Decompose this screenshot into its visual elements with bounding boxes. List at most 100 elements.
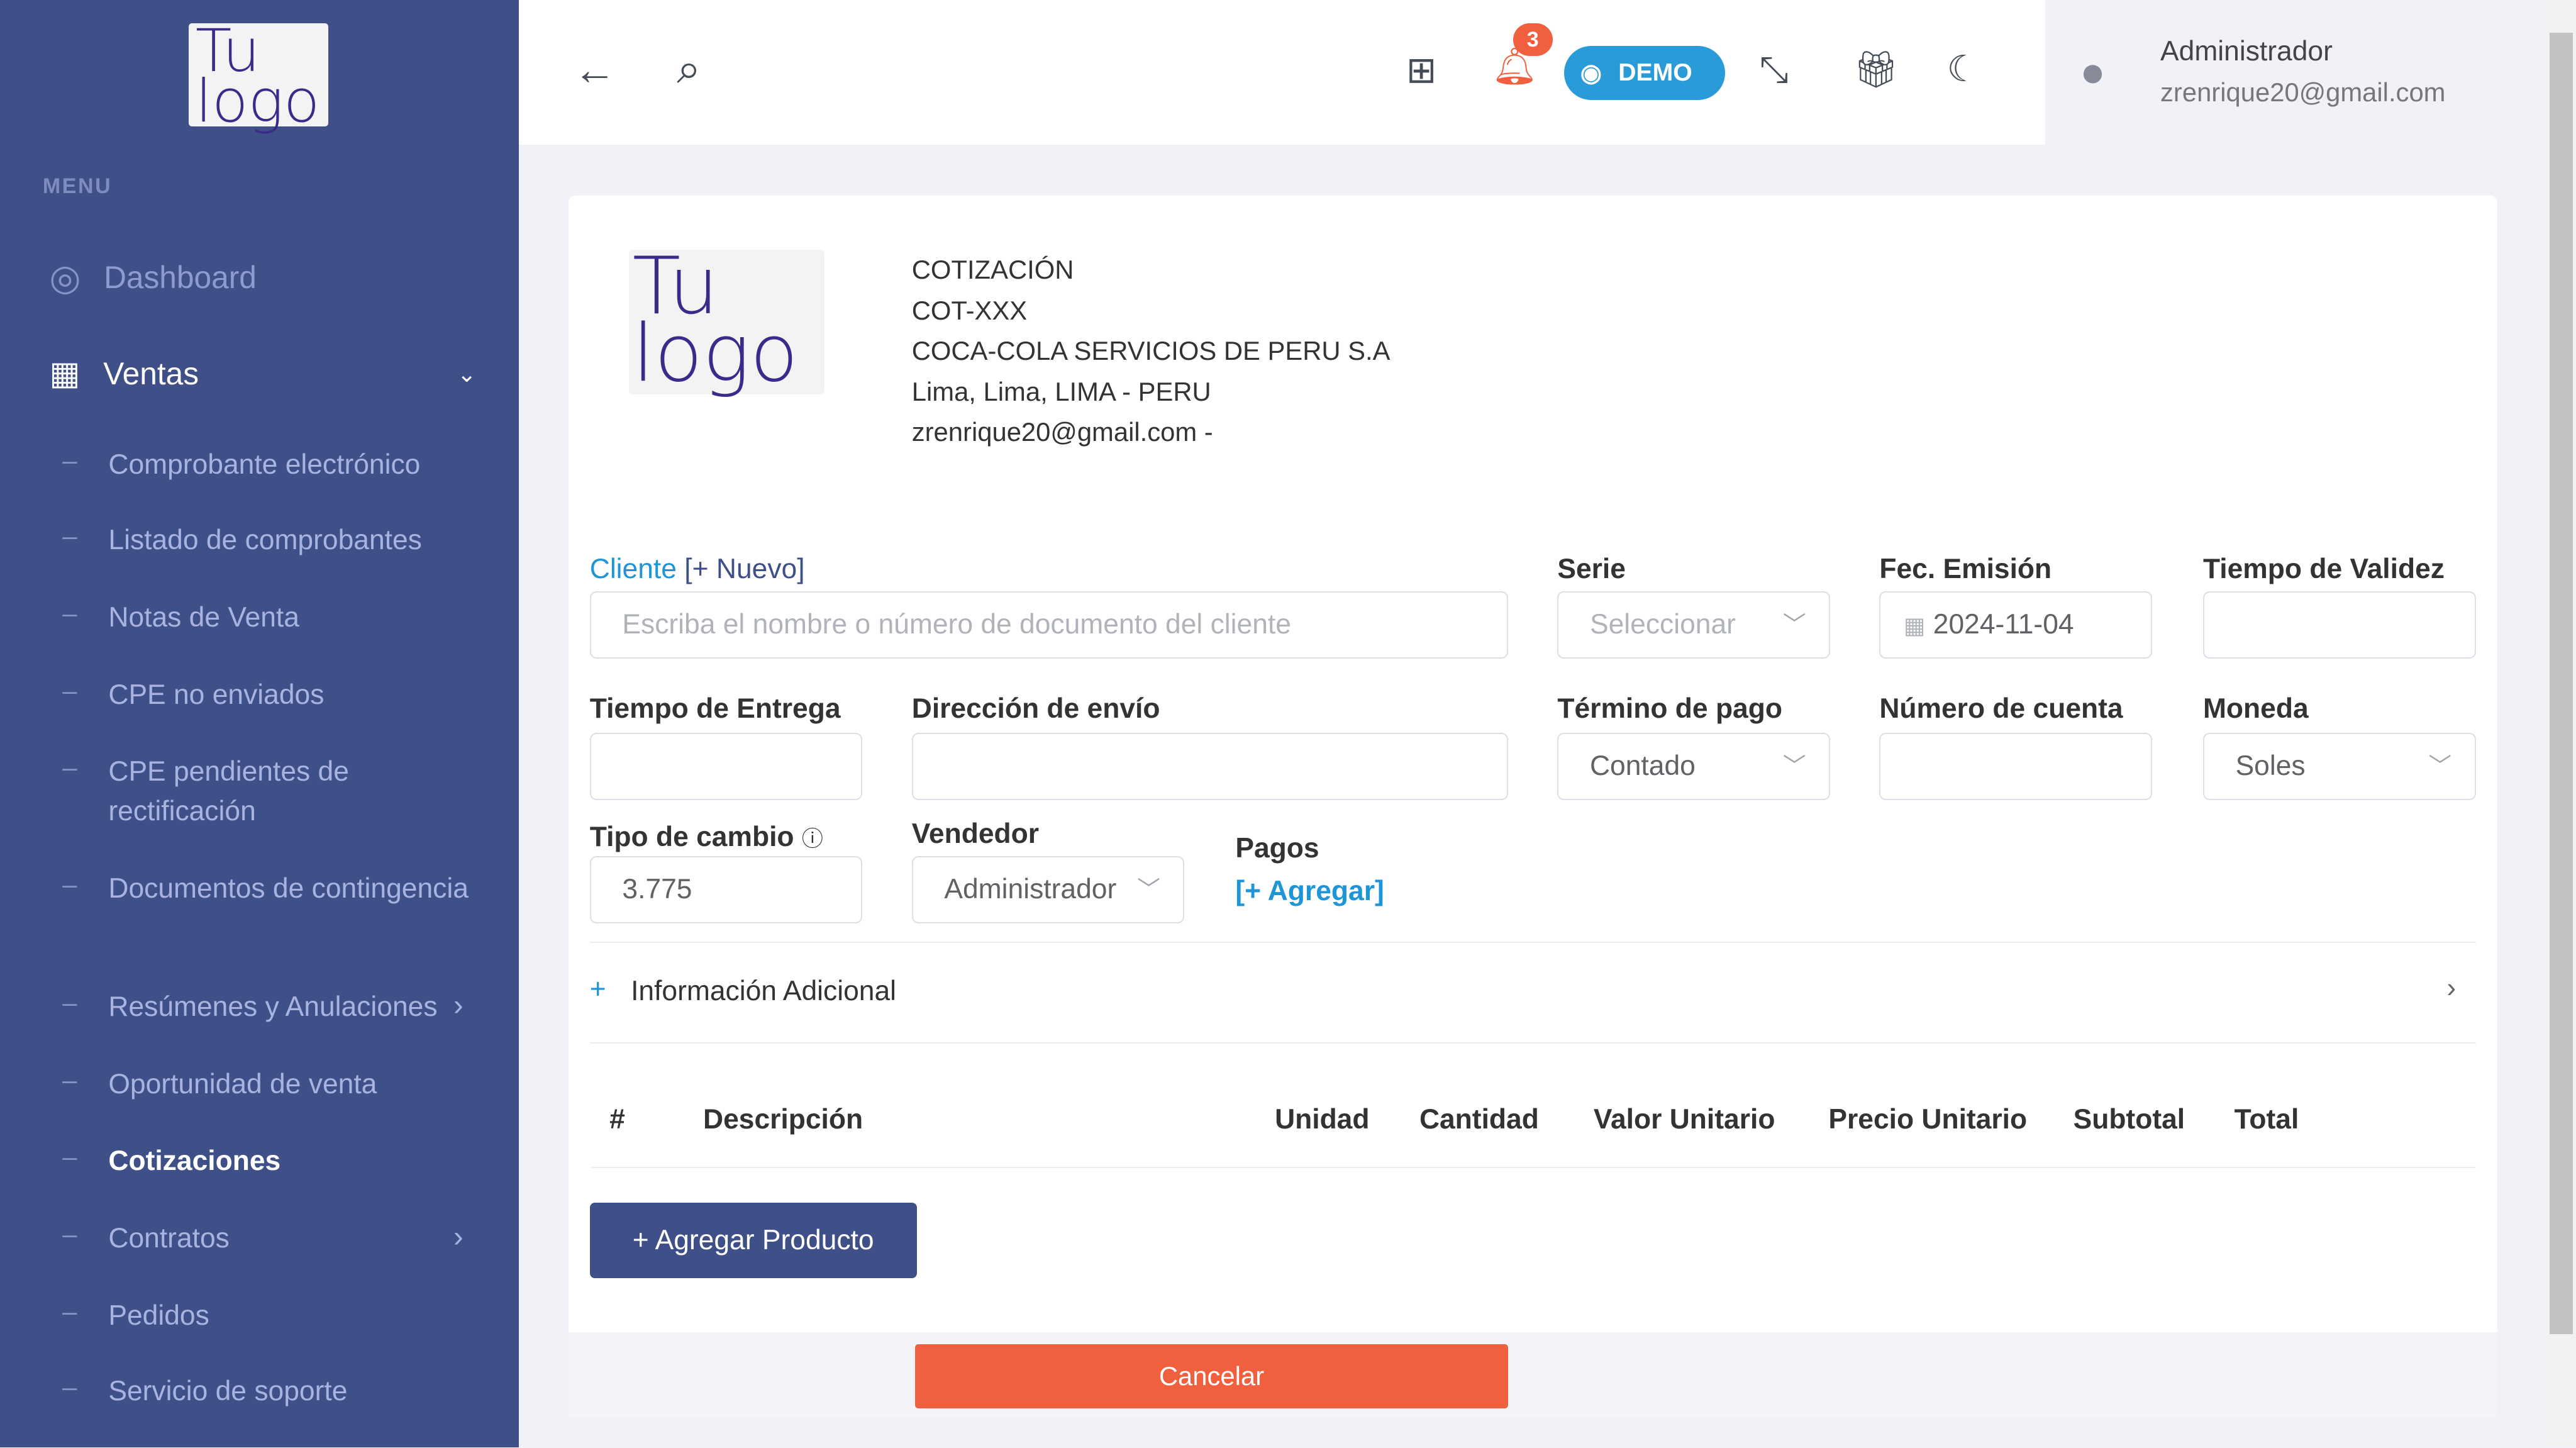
sidebar: Tu logo MENU ◎ Dashboard ▦ Ventas ⌄ – Com… [0,0,519,1448]
table-header-cell: Subtotal [2073,1104,2185,1135]
demo-label: DEMO [1618,59,1692,87]
direccion-label: Dirección de envío [911,693,1160,725]
chevron-down-icon: ⌄ [457,360,477,387]
new-client-link[interactable]: [+ Nuevo] [684,554,805,585]
dashboard-icon: ◎ [49,257,81,298]
tipo-cambio-input[interactable]: 3.775 [589,855,863,924]
dash-bullet: – [62,1142,77,1172]
direccion-input[interactable] [911,733,1508,801]
sidebar-subitem-label: Documentos de contingencia [108,872,469,904]
entrega-label: Tiempo de Entrega [589,693,841,725]
sidebar-item-dashboard[interactable]: ◎ Dashboard [49,257,256,299]
sidebar-subitem-label: Comprobante electrónico [108,448,421,480]
table-header-cell: # [609,1104,625,1135]
info-adicional-collapse[interactable]: + Información Adicional › [589,941,2476,1044]
company-address: Lima, Lima, LIMA - PERU [911,376,1211,406]
ventas-icon: ▦ [49,355,80,393]
chevron-right-icon: › [453,988,464,1022]
cliente-label: Cliente [+ Nuevo] [590,554,805,585]
scrollbar-thumb[interactable] [2550,33,2573,1335]
chevron-right-icon: › [453,1220,464,1254]
add-payment-link[interactable]: [+ Agregar] [1235,876,1384,907]
table-header-cell: Total [2234,1104,2299,1135]
dash-bullet: – [62,521,77,551]
company-email: zrenrique20@gmail.com - [911,417,1213,447]
termino-label: Término de pago [1557,693,1782,725]
company-name: COCA-COLA SERVICIOS DE PERU S.A [911,336,1391,366]
dash-bullet: – [62,987,77,1017]
fecha-input[interactable]: ▦ 2024-11-04 [1879,591,2152,659]
entrega-input[interactable] [589,733,863,801]
moon-icon[interactable]: ☾ [1946,48,1979,89]
vendedor-label: Vendedor [911,818,1040,849]
user-name: Administrador [2160,36,2333,67]
sidebar-item-ventas[interactable]: ▦ Ventas ⌄ [49,355,476,393]
chevron-down-icon: ﹀ [1782,611,1806,638]
sidebar-subitem-label: Pedidos [108,1300,209,1332]
info-icon[interactable]: ⓘ [801,827,823,852]
doc-number: COT-XXX [911,295,1028,325]
chevron-down-icon: ﹀ [2428,753,2452,779]
table-header-cell: Descripción [703,1104,863,1135]
sidebar-subitem-label: Notas de Venta [108,601,299,633]
sidebar-subitem-label: Cotizaciones [108,1145,281,1177]
demo-toggle[interactable]: ◉ DEMO [1563,46,1725,101]
vendedor-select[interactable]: Administrador ﹀ [911,855,1185,924]
sidebar-subitem-label: Servicio de soporte [108,1376,348,1407]
user-avatar-icon: ● [2080,48,2106,96]
pagos-label: Pagos [1235,833,1319,864]
table-header-cell: Precio Unitario [1828,1104,2028,1135]
sidebar-subitem-label: Resúmenes y Anulaciones [108,991,438,1022]
moneda-select[interactable]: Soles ﹀ [2202,733,2476,801]
serie-select[interactable]: Seleccionar ﹀ [1557,591,1830,659]
sidebar-item-label: Dashboard [104,260,257,295]
chevron-right-icon: › [2446,972,2457,1003]
company-logo: Tu logo [629,247,825,394]
validez-input[interactable] [2202,591,2476,659]
vendedor-value: Administrador [944,873,1117,905]
scrollbar[interactable] [2546,0,2576,1448]
sidebar-logo[interactable]: Tu logo [189,21,329,131]
chevron-down-icon: ﹀ [1782,753,1806,779]
fullscreen-exit-icon[interactable]: ⤡ [1759,50,1789,91]
menu-label: MENU [42,174,113,198]
info-adicional-title: Información Adicional [631,976,897,1007]
moneda-value: Soles [2235,750,2306,782]
dash-bullet: – [62,752,77,782]
moneda-label: Moneda [2202,693,2309,725]
dash-bullet: – [62,675,77,705]
termino-value: Contado [1589,750,1696,782]
table-header-cell: Cantidad [1419,1104,1539,1135]
logo-text: Tu logo [195,16,320,136]
user-menu[interactable]: ● Administrador zrenrique20@gmail.com [2045,0,2497,145]
dash-bullet: – [62,1372,77,1402]
dash-bullet: – [62,1064,77,1094]
search-icon[interactable]: ⌕ [677,45,701,92]
tipo-cambio-label: Tipo de cambio ⓘ [590,821,823,853]
cancel-button[interactable]: Cancelar [914,1344,1508,1408]
fecha-label: Fec. Emisión [1879,554,2052,585]
validez-label: Tiempo de Validez [2202,554,2445,585]
gift-icon[interactable]: 🎁︎ [1853,50,1899,91]
top-header: ← ⌕ ⊞ 🔔︎ 3 ◉ DEMO ⤡ 🎁︎ ☾ [519,0,2046,145]
dash-bullet: – [62,598,77,628]
table-header-cell: Valor Unitario [1593,1104,1775,1135]
cuenta-label: Número de cuenta [1879,693,2123,725]
termino-select[interactable]: Contado ﹀ [1557,733,1830,801]
dash-bullet: – [62,1219,77,1249]
dash-bullet: – [62,1296,77,1327]
table-divider [589,1166,2476,1169]
sidebar-subitem-label: Listado de comprobantes [108,525,422,556]
cliente-label-text: Cliente [589,554,677,585]
serie-label: Serie [1557,554,1626,585]
apps-grid-icon[interactable]: ⊞ [1406,50,1437,91]
chevron-down-icon: ﹀ [1130,857,1160,922]
company-info: COTIZACIÓN COT-XXX COCA-COLA SERVICIOS D… [912,250,1391,453]
back-arrow-icon[interactable]: ← [573,47,616,94]
cliente-input[interactable]: Escriba el nombre o número de documento … [589,591,1508,659]
calendar-icon: ▦ [1903,613,1926,639]
cuenta-input[interactable] [1879,733,2152,801]
user-email: zrenrique20@gmail.com [2160,77,2446,107]
add-product-button[interactable]: + Agregar Producto [589,1203,917,1279]
notification-badge: 3 [1513,23,1553,56]
